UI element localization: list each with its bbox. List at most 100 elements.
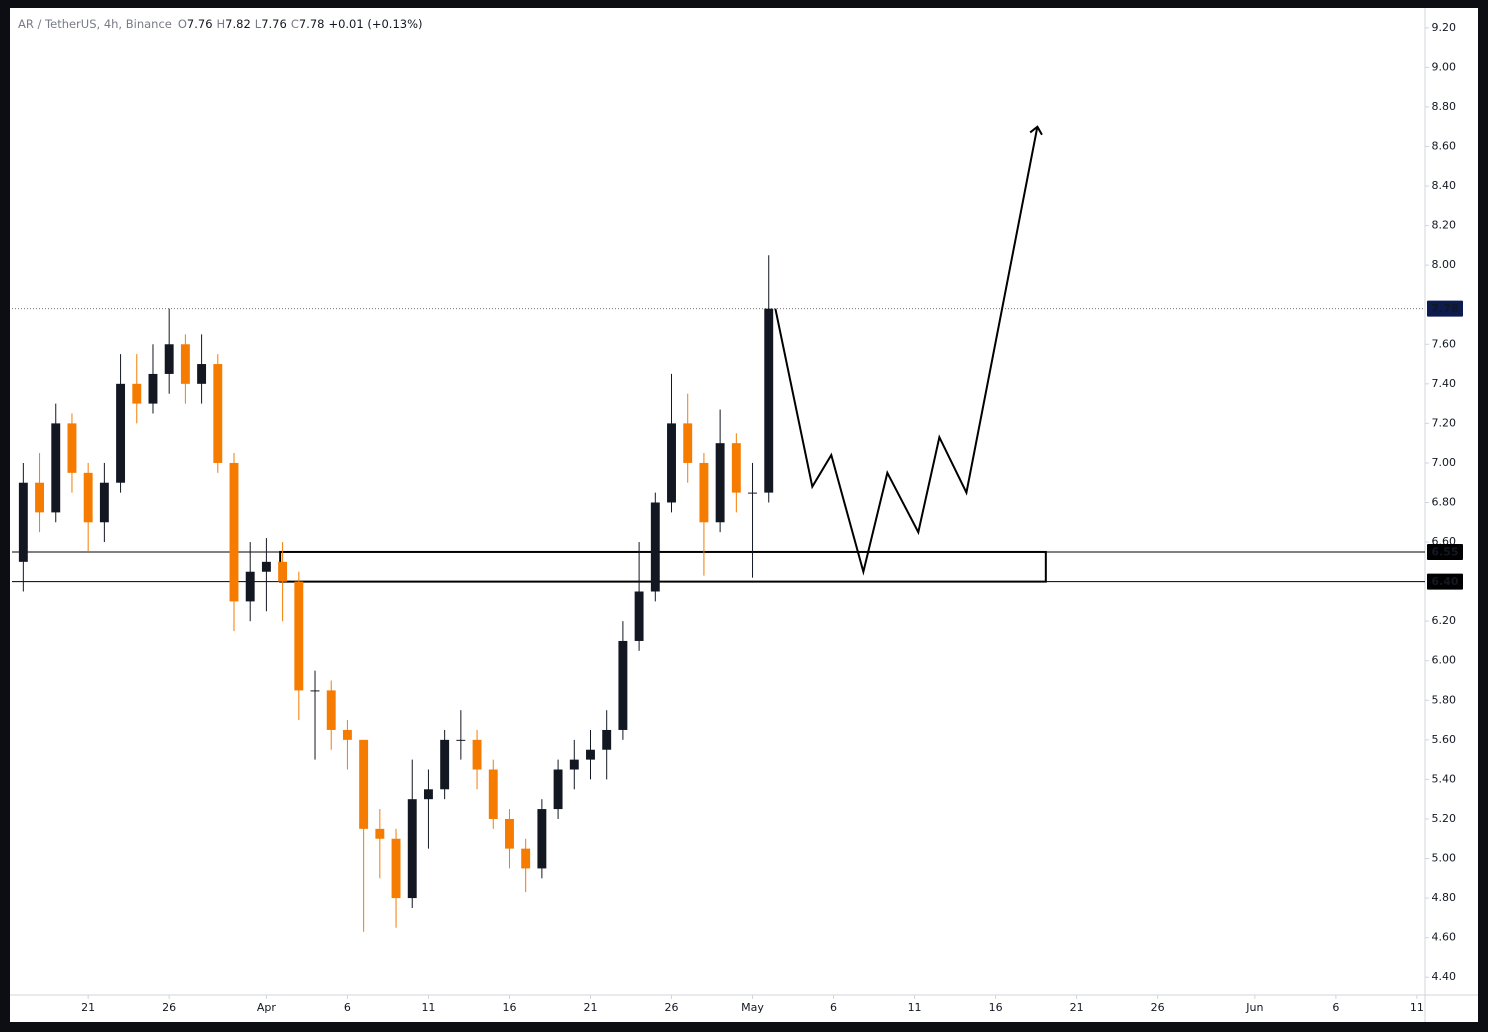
x-tick-label: 26 — [665, 1001, 679, 1014]
candle-body — [521, 848, 531, 869]
candle-body — [310, 690, 320, 692]
y-tick-label: 7.20 — [1432, 416, 1457, 429]
x-tick-label: Apr — [257, 1001, 277, 1014]
y-tick-label: 4.60 — [1432, 931, 1457, 944]
y-tick-label: 4.80 — [1432, 891, 1457, 904]
y-tick-label: 9.00 — [1432, 60, 1457, 73]
y-tick-label: 8.80 — [1432, 100, 1457, 113]
candle-body — [35, 482, 45, 513]
candle-body — [650, 502, 660, 592]
y-tick-label: 8.00 — [1432, 258, 1457, 271]
candle-body — [359, 739, 369, 829]
plot — [12, 125, 1425, 932]
symbol: AR / TetherUS, 4h, Binance — [18, 17, 172, 31]
candle-body — [213, 364, 223, 463]
ohlc-value: 7.76 — [261, 17, 287, 31]
y-tick-label: 5.80 — [1432, 693, 1457, 706]
change: +0.01 (+0.13%) — [328, 17, 422, 31]
ohlc-label: H — [217, 17, 226, 31]
candle-body — [51, 423, 61, 513]
candle-body — [294, 581, 304, 691]
candle-body — [634, 591, 644, 641]
candle-body — [278, 561, 288, 582]
axes: 4.40 4.60 4.80 5.00 5.20 5.40 5.60 5.80 6.00 6.20… — [81, 21, 1463, 1014]
y-tick-label: 6.80 — [1432, 496, 1457, 509]
candle-body — [180, 344, 190, 384]
price-badge — [1427, 573, 1463, 590]
candle-body — [423, 789, 433, 800]
y-tick-label: 7.60 — [1432, 337, 1457, 350]
candle-body — [132, 383, 142, 404]
ohlc-label: O — [178, 17, 187, 31]
ohlc-value: 7.76 — [187, 17, 213, 31]
x-tick-label: 11 — [908, 1001, 922, 1014]
candle-body — [18, 482, 28, 562]
candle-body — [618, 640, 628, 730]
candle-body — [699, 462, 709, 523]
candle-body — [569, 759, 579, 770]
candle-body — [67, 423, 77, 473]
x-tick-label: 21 — [1070, 1001, 1084, 1014]
y-tick-label: 5.60 — [1432, 733, 1457, 746]
candle-body — [164, 344, 174, 374]
y-tick-label: 6.00 — [1432, 654, 1457, 667]
candle-body — [553, 769, 563, 810]
y-tick-label: 7.00 — [1432, 456, 1457, 469]
price-badge — [1427, 300, 1463, 317]
y-tick-label: 8.20 — [1432, 219, 1457, 232]
price-badge-label: 6.40 — [1431, 575, 1458, 588]
x-tick-label: 26 — [1151, 1001, 1165, 1014]
candle-body — [391, 838, 401, 899]
candle-body — [148, 373, 158, 404]
candle-body — [326, 690, 336, 730]
x-tick-label: 26 — [162, 1001, 176, 1014]
x-tick-label: 6 — [344, 1001, 351, 1014]
ohlc-value: 7.82 — [225, 17, 251, 31]
candle-body — [472, 739, 482, 770]
candle-body — [342, 729, 352, 740]
projection-path — [774, 125, 1043, 576]
candle-body — [748, 492, 757, 494]
candle-body — [261, 561, 271, 572]
x-tick-label: 11 — [1410, 1001, 1424, 1014]
x-tick-label: Jun — [1245, 1001, 1263, 1014]
x-tick-label: 21 — [583, 1001, 597, 1014]
candle-body — [229, 462, 239, 602]
legend-header: AR / TetherUS, 4h, Binance O7.76 H7.82 L7.7… — [18, 17, 423, 31]
x-tick-label: 16 — [989, 1001, 1003, 1014]
y-tick-label: 5.20 — [1432, 812, 1457, 825]
candle-body — [116, 383, 126, 483]
x-tick-label: 6 — [830, 1001, 837, 1014]
candle-body — [505, 818, 514, 849]
candle-body — [197, 364, 207, 384]
candle-body — [245, 571, 255, 602]
candle-body — [602, 729, 612, 750]
x-tick-label: 11 — [421, 1001, 435, 1014]
candle-body — [683, 423, 693, 463]
candle-body — [667, 423, 676, 503]
ohlc-value: 7.78 — [299, 17, 325, 31]
candle-body — [83, 472, 93, 523]
price-badge — [1427, 543, 1463, 560]
x-tick-label: May — [741, 1001, 764, 1014]
ohlc-label: L — [255, 17, 262, 31]
candle-body — [488, 769, 498, 819]
y-tick-label: 8.60 — [1432, 139, 1457, 152]
candle-body — [407, 799, 417, 899]
candle-body — [731, 443, 741, 493]
candle-body — [440, 739, 450, 790]
candle-body — [99, 482, 109, 523]
y-tick-label: 8.40 — [1432, 179, 1457, 192]
y-tick-label: 9.20 — [1432, 21, 1457, 34]
x-tick-label: 16 — [502, 1001, 516, 1014]
y-tick-label: 5.40 — [1432, 772, 1457, 785]
y-tick-label: 5.00 — [1432, 852, 1457, 865]
price-badge-label: 6.55 — [1431, 545, 1458, 558]
chart-background — [10, 8, 1478, 1022]
candle-body — [375, 828, 385, 839]
y-tick-label: 6.20 — [1432, 614, 1457, 627]
ohlc-label: C — [291, 17, 299, 31]
x-tick-label: 21 — [81, 1001, 95, 1014]
